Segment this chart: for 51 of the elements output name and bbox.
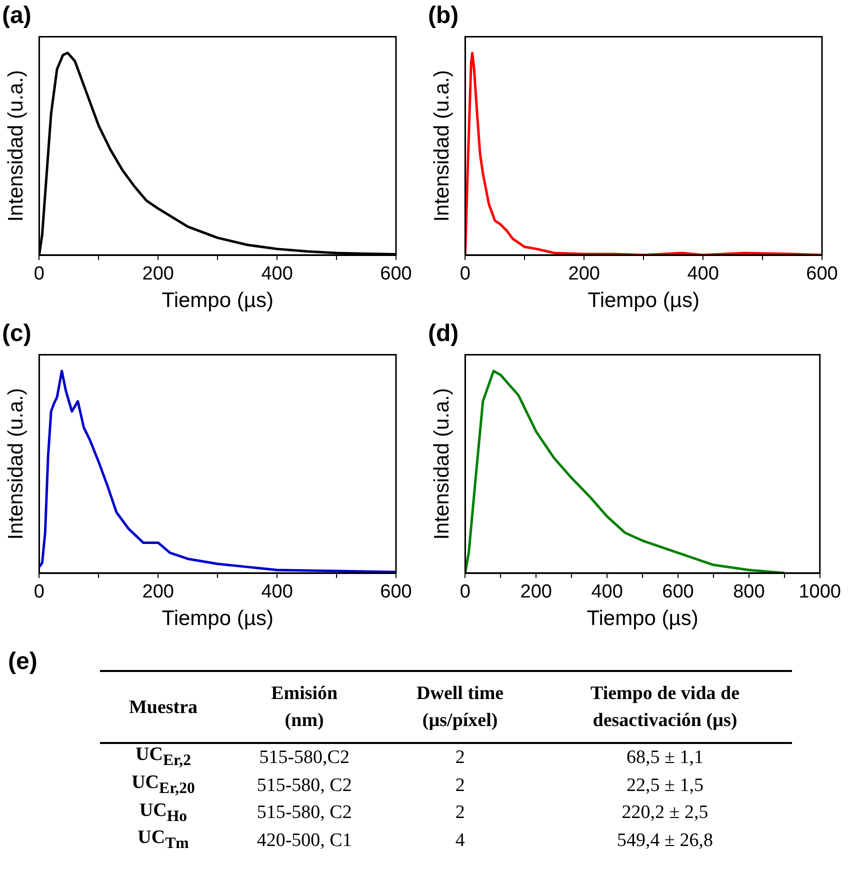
y-axis-title: Intensidad (u.a.) bbox=[430, 388, 454, 540]
text: 2 bbox=[454, 774, 466, 798]
x-tick-label: 0 bbox=[34, 264, 44, 285]
text: 515-580, C2 bbox=[256, 774, 353, 798]
text: 68,5 ± 1,1 bbox=[626, 746, 704, 770]
x-tick-label: 600 bbox=[806, 264, 838, 285]
x-tick-label: 200 bbox=[520, 582, 552, 603]
text: UC$_{Tm}$ bbox=[136, 827, 190, 854]
category-label: Dwell time (µs/píxel) bbox=[416, 682, 505, 733]
x-tick-label: 800 bbox=[733, 582, 765, 603]
text: 2 bbox=[454, 746, 466, 770]
x-tick-label: 200 bbox=[568, 264, 600, 285]
chart-title: (b) bbox=[428, 2, 459, 30]
text: 4 bbox=[454, 829, 466, 854]
x-tick-label: 400 bbox=[261, 264, 293, 285]
text: UC$_{Ho}$ bbox=[138, 800, 188, 826]
text: (e) bbox=[8, 648, 38, 676]
x-tick-label: 0 bbox=[460, 582, 470, 603]
text: 549,4 ± 26,8 bbox=[616, 829, 714, 854]
x-tick-label: 400 bbox=[591, 582, 623, 603]
y-axis-title: Intensidad (u.a.) bbox=[4, 70, 28, 222]
x-tick-label: 200 bbox=[142, 264, 174, 285]
x-tick-label: 400 bbox=[687, 264, 719, 285]
x-axis-title: Tiempo (µs) bbox=[162, 289, 274, 312]
text: 2 bbox=[454, 801, 466, 826]
text: 220,2 ± 2,5 bbox=[620, 801, 710, 826]
x-axis-title: Tiempo (µs) bbox=[586, 607, 698, 630]
text: 515-580,C2 bbox=[258, 746, 350, 770]
x-tick-label: 200 bbox=[142, 582, 174, 603]
text: UC$_{Er,2}$ bbox=[134, 743, 192, 771]
x-tick-label: 0 bbox=[34, 582, 44, 603]
x-tick-label: 600 bbox=[662, 582, 694, 603]
text: 22,5 ± 1,5 bbox=[626, 774, 704, 798]
category-label: Muestra bbox=[128, 696, 199, 720]
chart-title: (a) bbox=[2, 2, 32, 30]
text: UC$_{Er,20}$ bbox=[130, 772, 196, 799]
y-axis-title: Intensidad (u.a.) bbox=[430, 70, 454, 222]
chart-title: (c) bbox=[2, 320, 32, 348]
category-label: Emisión (nm) bbox=[270, 682, 339, 733]
text: 420-500, C1 bbox=[256, 829, 353, 854]
y-axis-title: Intensidad (u.a.) bbox=[4, 388, 28, 540]
text: 515-580, C2 bbox=[256, 801, 353, 826]
chart-title: (d) bbox=[428, 320, 459, 348]
x-axis-title: Tiempo (µs) bbox=[162, 607, 274, 630]
x-tick-label: 0 bbox=[460, 264, 470, 285]
x-tick-label: 1000 bbox=[798, 582, 842, 603]
category-label: Tiempo de vida de desactivación (µs) bbox=[589, 682, 741, 733]
x-tick-label: 600 bbox=[380, 264, 412, 285]
x-tick-label: 600 bbox=[380, 582, 412, 603]
x-tick-label: 400 bbox=[261, 582, 293, 603]
x-axis-title: Tiempo (µs) bbox=[588, 289, 700, 312]
